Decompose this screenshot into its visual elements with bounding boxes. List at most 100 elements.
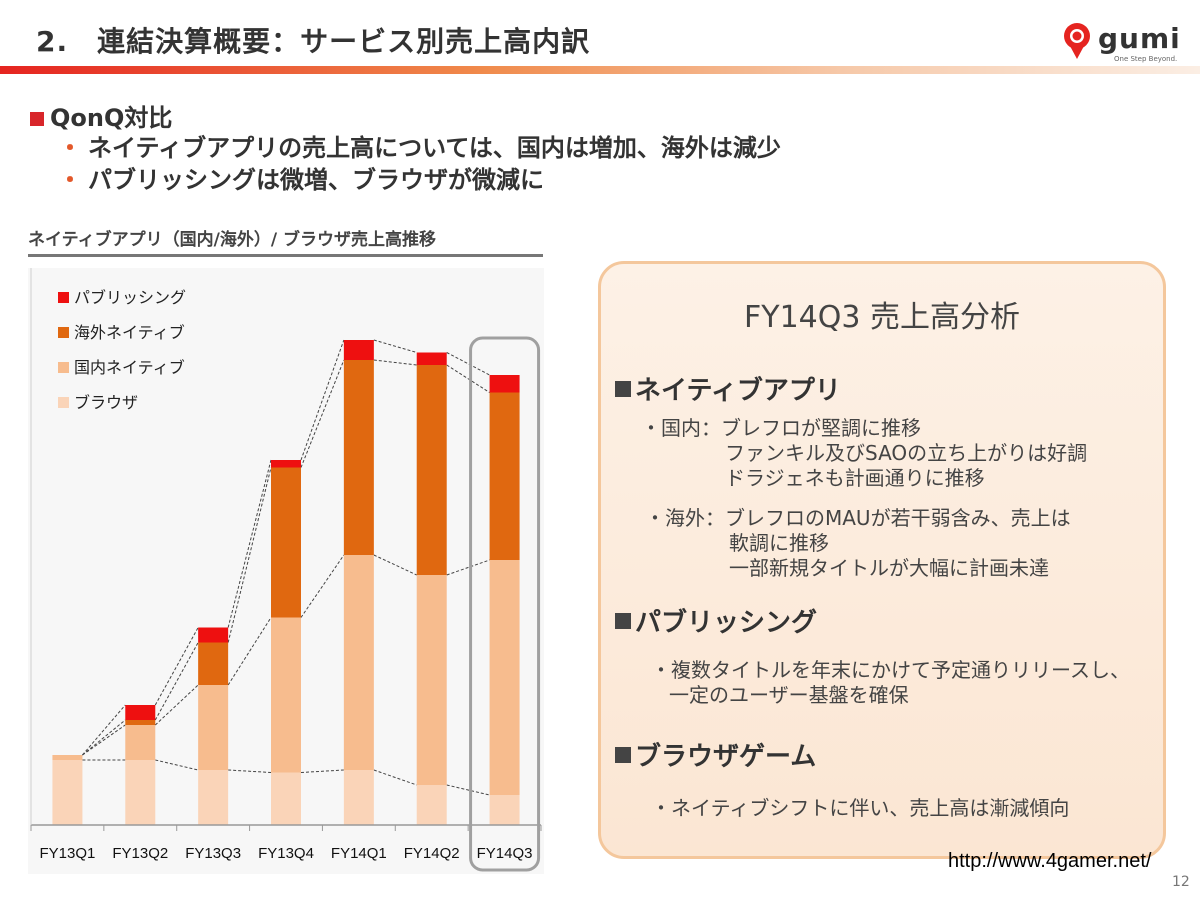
x-axis: FY13Q1 FY13Q2 FY13Q3 FY13Q4 FY14Q1 FY14Q2 FY14… [30, 268, 542, 862]
connector-line [373, 769, 417, 786]
bar-segment [416, 352, 447, 365]
section-heading-browser: ブラウザゲーム [615, 736, 816, 773]
logo-balloon-icon [1064, 23, 1090, 59]
bar-segment [125, 760, 156, 825]
bar-segment [198, 627, 229, 643]
bar-segment [343, 555, 374, 770]
connector-line [227, 467, 272, 643]
legend-swatch [58, 327, 69, 338]
section-heading-native: ネイティブアプリ [615, 370, 841, 407]
bar-segment [489, 560, 520, 795]
connector-line [228, 769, 272, 773]
square-bullet-icon [615, 747, 631, 763]
bar-segment [416, 785, 447, 825]
analysis-line: 一定のユーザー基盤を確保 [669, 683, 909, 707]
qonq-point: ・パブリッシングは微増、ブラウザが微減に [58, 160, 544, 195]
x-tick-label: FY13Q2 [112, 845, 168, 862]
section-heading-text: ネイティブアプリ [635, 376, 841, 406]
analysis-line: ファンキル及びSAOの立ち上がりは好調 [725, 441, 1088, 465]
bar-segment [416, 365, 447, 575]
analysis-line: ドラジェネも計画通りに推移 [725, 466, 985, 490]
chart-heading-rule [28, 254, 543, 257]
connector-line [373, 554, 417, 576]
analysis-box: FY14Q3 売上高分析 ネイティブアプリ ・国内：ブレフロが堅調に推移 ファン… [598, 261, 1166, 859]
bar-segment [271, 460, 301, 468]
bar-segment [343, 340, 374, 360]
gumi-logo: gumi One Step Beyond. [1062, 22, 1180, 66]
connector-line [300, 339, 345, 461]
logo-wordmark: gumi [1098, 22, 1181, 55]
bar-segment [125, 725, 156, 760]
qonq-heading: QonQ対比 [30, 98, 172, 133]
bar-segment [416, 575, 447, 785]
x-tick-label: FY13Q3 [185, 845, 241, 862]
bar-segment [198, 642, 229, 685]
connector-line [446, 352, 490, 376]
slide-title: 2. 連結決算概要：サービス別売上高内訳 [36, 25, 591, 58]
page-number: 12 [1172, 874, 1190, 890]
title-gradient-bar [0, 66, 1200, 74]
square-bullet-icon [615, 613, 631, 629]
analysis-title: FY14Q3 売上高分析 [744, 300, 1020, 335]
bar-segment [271, 467, 301, 618]
analysis-line: ・海外：ブレフロのMAUが若干弱含み、売上は [645, 506, 1071, 530]
connector-line [300, 769, 344, 773]
x-tick-label: FY14Q3 [477, 845, 533, 862]
bar-segment [271, 617, 301, 773]
qonq-point-text: パブリッシングは微増、ブラウザが微減に [88, 166, 544, 194]
x-tick-label: FY14Q2 [404, 845, 460, 862]
section-heading-text: ブラウザゲーム [635, 742, 817, 772]
legend-swatch [58, 397, 69, 408]
section-heading-publishing: パブリッシング [615, 602, 817, 639]
source-url: http://www.4gamer.net/ [948, 850, 1152, 872]
connector-line [373, 359, 417, 366]
qonq-point: ・ネイティブアプリの売上高については、国内は増加、海外は減少 [58, 128, 781, 163]
connector-line [82, 704, 126, 756]
legend-label: 海外ネイティブ [74, 323, 185, 342]
connector-line [227, 459, 272, 628]
bar-segment [198, 685, 229, 770]
legend-swatch [58, 292, 69, 303]
connector-line [82, 724, 126, 756]
connector-line [300, 554, 345, 618]
stacked-bar-chart: FY13Q1 FY13Q2 FY13Q3 FY13Q4 FY14Q1 FY14Q2 FY14… [28, 268, 544, 874]
legend-label: 国内ネイティブ [74, 358, 185, 377]
analysis-line: ・国内：ブレフロが堅調に推移 [641, 416, 921, 440]
connector-lines [82, 339, 490, 796]
connector-line [82, 719, 126, 756]
connector-line [227, 617, 272, 686]
section-heading-text: パブリッシング [635, 608, 818, 638]
connector-line [373, 339, 417, 353]
highlight-box [469, 336, 541, 872]
x-tick-label: FY13Q1 [39, 845, 95, 862]
bar-segment [125, 705, 156, 720]
connector-line [155, 759, 199, 771]
legend-label: ブラウザ [74, 393, 138, 412]
legend-label: パブリッシング [74, 288, 186, 307]
analysis-line: 軟調に推移 [729, 531, 829, 555]
chart-heading: ネイティブアプリ（国内/海外）/ ブラウザ売上高推移 [28, 230, 436, 250]
connector-line [446, 784, 490, 796]
analysis-line: ・ネイティブシフトに伴い、売上高は漸減傾向 [651, 796, 1070, 820]
connector-line [300, 359, 345, 468]
bar-segment [343, 360, 374, 555]
x-tick-label: FY13Q4 [258, 845, 314, 862]
bar-segment [52, 755, 83, 760]
logo-tagline: One Step Beyond. [1114, 55, 1178, 63]
connector-line [446, 559, 490, 576]
bar-segment [489, 392, 520, 560]
bar-segment [343, 770, 374, 825]
red-square-bullet-icon [30, 112, 44, 126]
dot-bullet-icon: ・ [58, 134, 82, 162]
bar-segment [52, 760, 83, 825]
connector-line [446, 364, 490, 393]
qonq-heading-text: QonQ対比 [50, 104, 173, 132]
square-bullet-icon [615, 381, 631, 397]
bar-segment [489, 375, 520, 393]
bars [52, 340, 520, 825]
bar-segment [198, 770, 229, 825]
analysis-line: ・複数タイトルを年末にかけて予定通りリリースし、 [651, 658, 1130, 682]
x-tick-label: FY14Q1 [331, 845, 387, 862]
dot-bullet-icon: ・ [58, 166, 82, 194]
